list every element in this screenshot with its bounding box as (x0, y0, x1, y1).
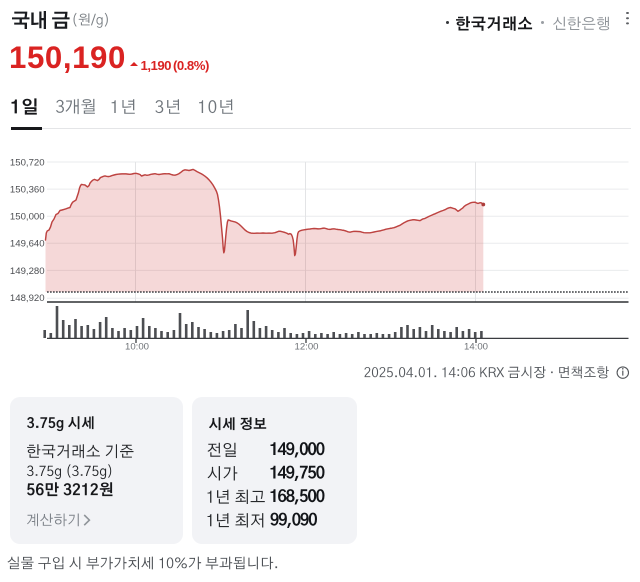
svg-text:148,920: 148,920 (10, 293, 45, 304)
svg-text:150,000: 150,000 (10, 212, 45, 223)
svg-text:12:00: 12:00 (294, 342, 318, 353)
svg-text:149,640: 149,640 (10, 239, 45, 250)
svg-text:14:00: 14:00 (464, 342, 488, 353)
svg-text:10:00: 10:00 (125, 342, 149, 353)
svg-text:150,720: 150,720 (10, 157, 45, 168)
svg-text:150,360: 150,360 (10, 185, 45, 196)
svg-text:149,280: 149,280 (10, 266, 45, 277)
